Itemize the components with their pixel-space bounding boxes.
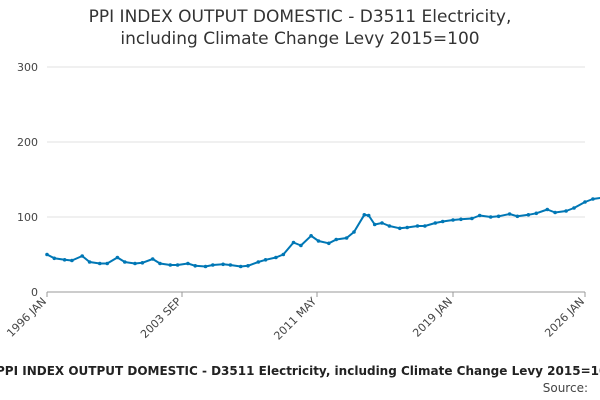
data-point <box>440 219 445 224</box>
y-tick-label: 300 <box>17 61 38 74</box>
data-point <box>415 224 420 228</box>
data-point <box>70 258 74 263</box>
data-point <box>352 230 356 234</box>
x-tick-label: 2019 JAN <box>410 295 455 340</box>
chart-title: PPI INDEX OUTPUT DOMESTIC - D3511 Electr… <box>0 6 600 50</box>
data-point <box>228 263 233 267</box>
data-point <box>150 257 155 261</box>
data-point <box>564 209 568 213</box>
data-point <box>105 261 109 266</box>
data-point <box>451 218 455 222</box>
source-label: Source: <box>542 381 588 395</box>
data-point <box>344 236 349 240</box>
data-point <box>62 258 67 262</box>
data-point <box>123 260 127 264</box>
data-point <box>362 213 367 217</box>
chart-legend: PPI INDEX OUTPUT DOMESTIC - D3511 Electr… <box>0 364 600 378</box>
data-point <box>299 243 303 248</box>
data-point <box>405 225 410 230</box>
data-point <box>366 213 371 218</box>
data-point <box>158 261 162 266</box>
data-point <box>281 252 286 257</box>
data-point <box>526 213 531 217</box>
data-point <box>496 214 501 219</box>
data-point <box>459 217 463 222</box>
y-tick-label: 100 <box>17 211 38 224</box>
data-point <box>186 261 190 266</box>
y-tick-label: 200 <box>17 136 38 149</box>
chart-title-line-1: PPI INDEX OUTPUT DOMESTIC - D3511 Electr… <box>88 7 512 27</box>
data-point <box>203 264 208 269</box>
data-point <box>327 241 331 246</box>
data-point <box>488 215 493 219</box>
legend-label: PPI INDEX OUTPUT DOMESTIC - D3511 Electr… <box>0 364 600 378</box>
data-point <box>591 197 595 201</box>
data-point <box>545 207 550 212</box>
data-point <box>238 264 243 269</box>
x-tick-label: 1996 JAN <box>4 295 49 340</box>
data-point <box>380 221 384 225</box>
data-point <box>583 200 587 204</box>
data-point <box>423 224 427 228</box>
data-point <box>193 264 197 268</box>
data-point <box>334 237 339 242</box>
data-point <box>98 261 102 266</box>
data-point <box>433 221 438 225</box>
x-tick-label: 2026 JAN <box>542 295 587 340</box>
data-point <box>115 255 120 260</box>
data-point <box>572 206 576 210</box>
y-tick-label: 0 <box>31 286 38 299</box>
data-point <box>291 240 296 245</box>
data-point <box>246 264 250 268</box>
data-point <box>387 224 392 228</box>
data-point <box>398 226 402 231</box>
data-point <box>309 234 313 238</box>
data-point <box>175 263 180 267</box>
data-point <box>316 239 321 243</box>
data-point <box>140 261 145 265</box>
chart-title-line-2: including Climate Change Levy 2015=100 <box>120 29 480 49</box>
data-point <box>52 256 57 261</box>
data-point <box>133 261 137 266</box>
data-point <box>274 255 278 260</box>
data-point <box>221 262 225 267</box>
series-line <box>46 197 600 268</box>
data-point <box>515 214 520 219</box>
x-tick-label: 2011 MAY <box>271 295 319 343</box>
data-point <box>45 252 49 257</box>
data-point <box>263 258 268 262</box>
data-point <box>211 263 215 267</box>
data-point <box>477 213 482 218</box>
data-point <box>534 211 539 216</box>
x-tick-label: 2003 SEP <box>138 295 184 341</box>
data-point <box>87 260 92 264</box>
data-point <box>256 260 261 264</box>
data-point <box>168 263 173 267</box>
data-point <box>507 212 512 216</box>
data-point <box>80 254 84 258</box>
data-point <box>553 210 557 215</box>
data-point <box>470 216 474 221</box>
data-point <box>372 222 377 227</box>
